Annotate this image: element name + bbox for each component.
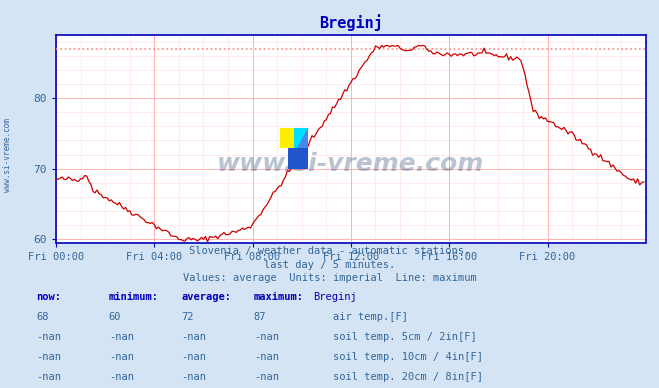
Text: Values: average  Units: imperial  Line: maximum: Values: average Units: imperial Line: ma… [183, 273, 476, 283]
Text: maximum:: maximum: [254, 291, 304, 301]
Text: 72: 72 [181, 312, 194, 322]
Text: Slovenia / weather data - automatic stations.: Slovenia / weather data - automatic stat… [189, 246, 470, 256]
Text: -nan: -nan [36, 332, 61, 342]
Text: -nan: -nan [109, 352, 134, 362]
Text: -nan: -nan [181, 352, 206, 362]
Text: www.si-vreme.com: www.si-vreme.com [217, 152, 484, 176]
Text: now:: now: [36, 291, 61, 301]
Polygon shape [294, 128, 308, 149]
Text: -nan: -nan [181, 372, 206, 382]
Text: -nan: -nan [109, 372, 134, 382]
Text: -nan: -nan [36, 372, 61, 382]
Text: air temp.[F]: air temp.[F] [333, 312, 408, 322]
Text: soil temp. 5cm / 2in[F]: soil temp. 5cm / 2in[F] [333, 332, 476, 342]
Text: -nan: -nan [36, 352, 61, 362]
Text: www.si-vreme.com: www.si-vreme.com [3, 118, 13, 192]
Text: Breginj: Breginj [313, 291, 357, 301]
Text: -nan: -nan [254, 372, 279, 382]
Text: average:: average: [181, 291, 231, 301]
Text: soil temp. 20cm / 8in[F]: soil temp. 20cm / 8in[F] [333, 372, 483, 382]
Text: -nan: -nan [254, 332, 279, 342]
Polygon shape [289, 149, 308, 169]
Text: 68: 68 [36, 312, 49, 322]
Text: 60: 60 [109, 312, 121, 322]
Title: Breginj: Breginj [319, 14, 383, 31]
Text: soil temp. 10cm / 4in[F]: soil temp. 10cm / 4in[F] [333, 352, 483, 362]
Text: -nan: -nan [181, 332, 206, 342]
Text: 87: 87 [254, 312, 266, 322]
Text: last day / 5 minutes.: last day / 5 minutes. [264, 260, 395, 270]
Text: -nan: -nan [254, 352, 279, 362]
Bar [280, 128, 294, 149]
Text: minimum:: minimum: [109, 291, 159, 301]
Polygon shape [297, 128, 308, 149]
Text: -nan: -nan [109, 332, 134, 342]
